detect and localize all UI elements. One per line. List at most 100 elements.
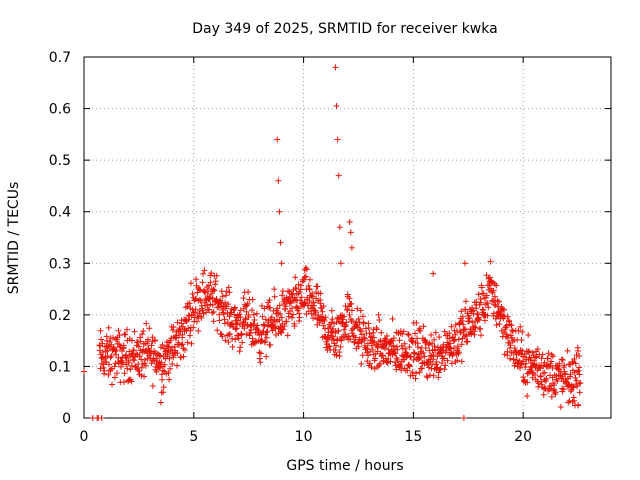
data-point [244, 322, 251, 329]
data-point [389, 337, 396, 344]
data-point [526, 348, 533, 355]
data-point [138, 356, 145, 363]
data-point [219, 307, 226, 314]
data-point [469, 319, 476, 326]
data-point [144, 355, 151, 362]
data-point [441, 355, 448, 362]
data-point [98, 336, 105, 343]
data-point [140, 328, 147, 335]
data-point [287, 308, 294, 315]
data-point [173, 335, 180, 342]
data-point [284, 296, 291, 303]
data-point [405, 331, 412, 338]
data-point [236, 348, 243, 355]
data-point [355, 315, 362, 322]
data-point [494, 310, 501, 317]
data-point [243, 308, 250, 315]
data-point [421, 353, 428, 360]
data-point [194, 289, 201, 296]
data-point [347, 229, 354, 236]
data-point [379, 352, 386, 359]
data-point [259, 313, 266, 320]
data-point [425, 364, 432, 371]
data-point [567, 371, 574, 378]
data-point [292, 274, 299, 281]
data-point [298, 294, 305, 301]
data-point [575, 401, 582, 408]
data-point [436, 334, 443, 341]
data-point [112, 348, 119, 355]
data-point [515, 350, 522, 357]
data-point [268, 314, 275, 321]
data-point [237, 307, 244, 314]
data-point [333, 102, 340, 109]
data-point [409, 338, 416, 345]
data-point [565, 382, 572, 389]
data-point [543, 375, 550, 382]
data-point [334, 136, 341, 143]
data-point [270, 307, 277, 314]
data-point [308, 310, 315, 317]
data-point [541, 369, 548, 376]
data-point [420, 349, 427, 356]
data-point [245, 289, 252, 296]
data-point [291, 323, 298, 330]
data-point [205, 282, 212, 289]
data-point [264, 328, 271, 335]
data-point [219, 293, 226, 300]
data-point [149, 383, 156, 390]
data-point [336, 224, 343, 231]
data-point [257, 359, 264, 366]
data-point [359, 313, 366, 320]
data-point [188, 340, 195, 347]
data-point [197, 297, 204, 304]
data-point [277, 310, 284, 317]
data-point [389, 315, 396, 322]
data-point [197, 287, 204, 294]
data-point [405, 331, 412, 338]
data-point [201, 267, 208, 274]
data-point [266, 297, 273, 304]
data-point [196, 286, 203, 293]
data-point [295, 305, 302, 312]
data-point [537, 373, 544, 380]
tick-layer: 0 0.1 0.2 0.3 0.4 0.5 0.6 0.7 0 5 10 15 20 [49, 50, 611, 445]
data-point [284, 288, 291, 295]
data-point [575, 367, 582, 374]
data-point [126, 348, 133, 355]
data-point [348, 307, 355, 314]
data-point [206, 306, 213, 313]
data-point [438, 360, 445, 367]
data-point [412, 375, 419, 382]
data-point [442, 362, 449, 369]
data-point [572, 360, 579, 367]
data-point [515, 327, 522, 334]
data-point [226, 289, 233, 296]
data-point [548, 351, 555, 358]
data-point [320, 303, 327, 310]
data-point [296, 314, 303, 321]
x-tick-label: 10 [295, 429, 313, 445]
data-point [306, 297, 313, 304]
data-point [460, 321, 467, 328]
data-point [483, 272, 490, 279]
data-point [365, 325, 372, 332]
data-point [385, 346, 392, 353]
data-point [430, 351, 437, 358]
data-point [189, 290, 196, 297]
data-point [245, 314, 252, 321]
data-point [223, 288, 230, 295]
data-point [236, 311, 243, 318]
data-point [116, 341, 123, 348]
data-point [118, 363, 125, 370]
data-point [461, 333, 468, 340]
data-point [477, 295, 484, 302]
data-point [289, 305, 296, 312]
data-point [430, 372, 437, 379]
data-point [548, 393, 555, 400]
data-point [159, 376, 166, 383]
data-point [206, 294, 213, 301]
data-point [524, 392, 531, 399]
data-point [131, 357, 138, 364]
data-point [466, 315, 473, 322]
